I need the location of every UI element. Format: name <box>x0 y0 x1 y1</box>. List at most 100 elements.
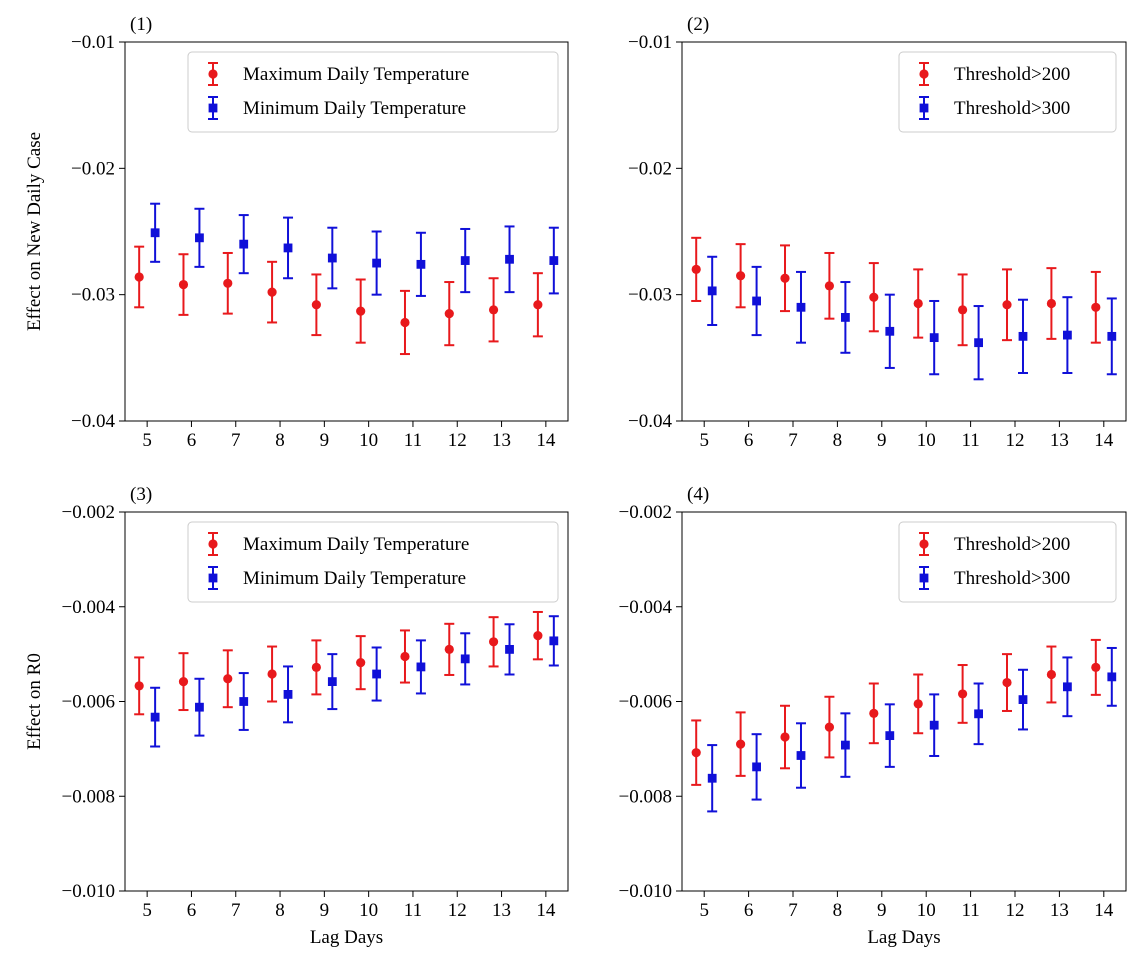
x-tick-label: 14 <box>536 430 556 451</box>
data-point <box>134 681 144 691</box>
data-point <box>1091 662 1101 672</box>
data-point <box>223 674 233 684</box>
x-tick-label: 9 <box>877 430 887 451</box>
legend-box <box>187 521 559 603</box>
data-point <box>691 748 701 758</box>
x-tick-label: 13 <box>1050 430 1069 451</box>
y-tick-label: −0.01 <box>71 32 115 53</box>
series-2 <box>707 255 1117 381</box>
y-tick-label: −0.03 <box>628 285 672 306</box>
x-tick-label: 13 <box>1050 900 1069 921</box>
data-point <box>444 309 454 319</box>
legend-marker <box>208 539 218 549</box>
x-tick-label: 5 <box>142 430 152 451</box>
x-tick-label: 11 <box>404 430 422 451</box>
data-point <box>356 306 366 316</box>
legend: Maximum Daily Temperature Minimum Daily T… <box>187 521 559 603</box>
series-2 <box>707 646 1117 813</box>
data-point <box>488 637 499 647</box>
series-1 <box>134 245 543 356</box>
data-point <box>223 278 233 288</box>
legend-box <box>898 51 1117 133</box>
legend-marker <box>208 69 218 79</box>
panel-label: (4) <box>687 484 709 505</box>
x-tick-label: 10 <box>359 430 378 451</box>
y-tick-label: −0.010 <box>62 881 115 902</box>
x-tick-label: 6 <box>744 900 754 921</box>
legend-entry: Threshold>300 <box>954 568 1070 589</box>
data-point <box>929 720 939 730</box>
data-point <box>752 296 761 306</box>
data-point <box>1062 682 1072 692</box>
y-tick-label: −0.01 <box>628 32 672 53</box>
y-tick-label: −0.006 <box>62 692 115 713</box>
x-tick-label: 8 <box>833 430 843 451</box>
legend-box <box>898 521 1117 603</box>
x-tick-label: 8 <box>275 900 285 921</box>
data-point <box>460 654 470 664</box>
data-point <box>707 286 717 296</box>
data-point <box>958 689 968 699</box>
data-point <box>824 722 835 732</box>
data-point <box>1046 669 1057 680</box>
x-tick-label: 7 <box>788 430 798 451</box>
data-point <box>416 662 426 672</box>
x-tick-label: 6 <box>744 430 754 451</box>
y-tick-label: −0.008 <box>62 786 115 807</box>
x-tick-label: 11 <box>961 430 979 451</box>
data-point <box>913 699 923 709</box>
x-tick-label: 7 <box>788 900 798 921</box>
x-tick-label: 10 <box>917 430 936 451</box>
y-axis-label: Effect on R0 <box>24 653 45 750</box>
legend-box <box>187 51 559 133</box>
data-point <box>549 636 559 646</box>
legend-marker <box>208 103 218 113</box>
data-point <box>824 281 835 291</box>
data-point <box>134 272 144 282</box>
data-point <box>1002 300 1012 310</box>
data-point <box>1091 302 1101 312</box>
data-point <box>416 259 426 269</box>
data-point <box>311 300 321 310</box>
panel-label: (3) <box>130 484 152 505</box>
x-tick-label: 10 <box>917 900 936 921</box>
data-point <box>1018 331 1028 341</box>
x-tick-label: 14 <box>1094 900 1114 921</box>
legend-entry: Threshold>200 <box>954 64 1070 85</box>
data-point <box>267 287 277 297</box>
legend-entry: Maximum Daily Temperature <box>243 534 469 555</box>
x-tick-label: 10 <box>359 900 378 921</box>
data-point <box>178 279 189 290</box>
data-point <box>195 233 204 243</box>
x-tick-label: 9 <box>320 430 330 451</box>
data-point <box>1107 672 1117 682</box>
data-point <box>195 702 204 712</box>
data-point <box>283 243 293 253</box>
x-tick-label: 13 <box>492 430 511 451</box>
data-point <box>691 264 701 274</box>
y-tick-label: −0.004 <box>619 597 673 618</box>
legend-marker <box>919 539 929 549</box>
data-point <box>736 739 746 749</box>
legend-entry: Maximum Daily Temperature <box>243 64 469 85</box>
data-point <box>488 305 499 315</box>
data-point <box>1107 331 1117 341</box>
chart-panel-3: (3) −0.010 −0.008 −0.006 −0.004 −0.002 5 6 7 8 9 10… <box>24 484 569 948</box>
x-tick-label: 12 <box>448 430 467 451</box>
legend-entry: Minimum Daily Temperature <box>243 568 466 589</box>
legend: Threshold>200 Threshold>300 <box>898 521 1117 603</box>
x-tick-label: 14 <box>536 900 556 921</box>
data-point <box>549 256 559 265</box>
legend-marker <box>208 573 218 583</box>
series-1 <box>691 236 1101 347</box>
data-point <box>974 338 983 348</box>
x-tick-label: 8 <box>833 900 843 921</box>
data-point <box>885 326 895 336</box>
series-1 <box>134 610 543 716</box>
data-point <box>311 662 321 672</box>
data-point <box>929 333 939 343</box>
x-axis-label: Lag Days <box>867 927 940 948</box>
data-point <box>327 677 337 687</box>
data-point <box>460 256 470 265</box>
